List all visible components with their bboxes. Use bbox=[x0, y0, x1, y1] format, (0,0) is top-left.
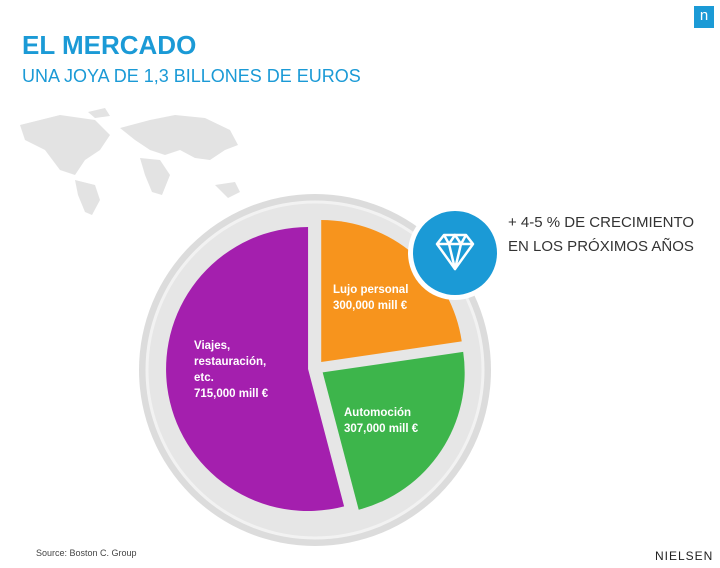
annotation: + 4-5 % DE CRECIMIENTO EN LOS PRÓXIMOS A… bbox=[508, 211, 694, 259]
annotation-line: EN LOS PRÓXIMOS AÑOS bbox=[508, 238, 694, 255]
category-label: Viajes, restauración, etc. bbox=[194, 340, 267, 384]
annotation-line: + 4-5 % DE CRECIMIENTO bbox=[508, 214, 695, 231]
icon-circle bbox=[413, 211, 497, 295]
slice-label: Lujo personal 300,000 mill € bbox=[333, 282, 443, 314]
value-label: 300,000 mill € bbox=[333, 300, 408, 312]
slice-label: Automoción 307,000 mill € bbox=[344, 405, 454, 437]
title: EL MERCADO bbox=[22, 30, 197, 60]
pie-slice bbox=[322, 351, 465, 510]
world-map bbox=[20, 108, 240, 215]
category-label: Automoción bbox=[344, 407, 412, 419]
value-label: 307,000 mill € bbox=[344, 423, 419, 435]
logo: n bbox=[694, 6, 714, 28]
slice-label: Viajes, restauración, etc. 715,000 mill € bbox=[194, 338, 279, 402]
value-label: 715,000 mill € bbox=[194, 388, 269, 400]
diamond-icon bbox=[435, 233, 475, 271]
brand: NIELSEN bbox=[655, 549, 714, 563]
category-label: Lujo personal bbox=[333, 284, 409, 296]
pie-slice bbox=[321, 219, 462, 362]
pie-slice bbox=[166, 227, 345, 512]
source: Source: Boston C. Group bbox=[36, 548, 137, 558]
subtitle: UNA JOYA DE 1,3 BILLONES DE EUROS bbox=[22, 66, 361, 86]
